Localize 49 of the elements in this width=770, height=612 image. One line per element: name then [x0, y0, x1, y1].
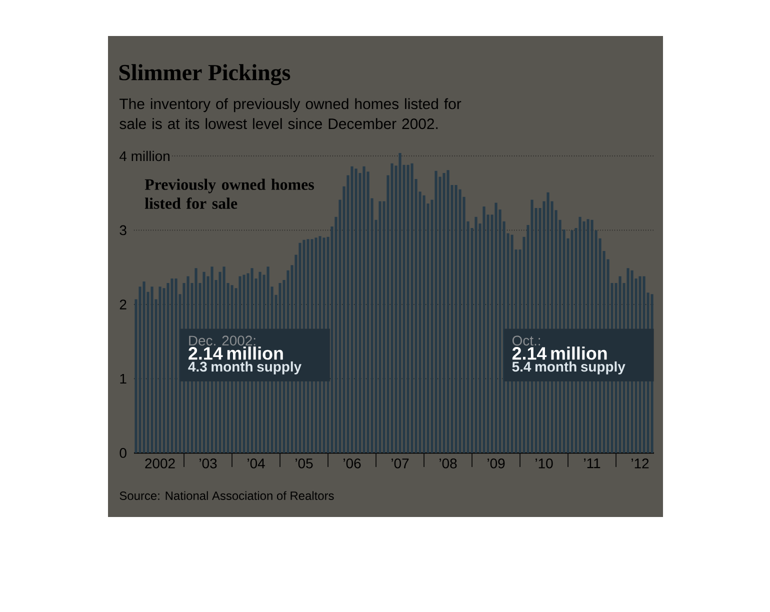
bar	[474, 216, 478, 453]
bar	[170, 278, 174, 453]
bar	[350, 166, 354, 453]
x-tick-label: 2002	[145, 458, 175, 468]
annotation: Dec. 2002:	[189, 336, 256, 346]
bar	[354, 168, 358, 453]
bar	[446, 170, 450, 453]
bar	[458, 189, 462, 453]
bar	[422, 195, 426, 453]
chart-title: Slimmer Pickings	[119, 64, 290, 86]
y-tick-label: 3	[120, 225, 126, 236]
x-tick-label: ’11	[584, 458, 600, 468]
bar	[378, 201, 382, 453]
annotation: 4.3 month supply	[188, 361, 302, 374]
x-tick-label: ’09	[488, 458, 505, 468]
series-label: Previously owned homes listed for sale	[144, 178, 314, 209]
x-tick-label: ’05	[296, 458, 313, 468]
bar	[494, 202, 498, 453]
x-tick-label: ’04	[248, 458, 265, 468]
bar	[442, 173, 446, 453]
bar	[174, 278, 178, 453]
bar	[434, 170, 438, 453]
x-tick-label: ’03	[200, 458, 217, 468]
bar	[166, 282, 170, 453]
x-tick-label: ’10	[536, 458, 553, 468]
y-tick-label: 0	[120, 448, 126, 458]
bar	[406, 164, 410, 453]
y-tick-label: 4 million	[120, 150, 170, 162]
bar	[158, 286, 162, 453]
bar	[390, 163, 394, 453]
bar	[454, 184, 458, 453]
bar	[398, 153, 402, 453]
y-tick-label: 1	[120, 374, 126, 384]
x-tick-label: ’08	[440, 458, 457, 468]
bar	[362, 166, 366, 453]
annotation: 2.14 million	[188, 346, 283, 360]
annotation: Oct.:	[512, 336, 540, 346]
annotation: 5.4 month supply	[512, 361, 626, 374]
x-tick-label: ’07	[392, 458, 409, 468]
chart-subtitle: The inventory of previously owned homes listed for sale is at its lowest level since December 2002.	[120, 98, 462, 130]
x-tick-label: ’12	[632, 458, 649, 468]
bar	[142, 281, 146, 453]
source-note: Source: National Association of Realtors	[120, 491, 334, 500]
x-tick-label: ’06	[344, 458, 361, 468]
bar	[482, 206, 486, 453]
bar	[150, 286, 154, 453]
y-tick-label: 2	[120, 300, 126, 310]
annotation: 2.14 million	[512, 346, 607, 360]
bar	[410, 163, 414, 453]
